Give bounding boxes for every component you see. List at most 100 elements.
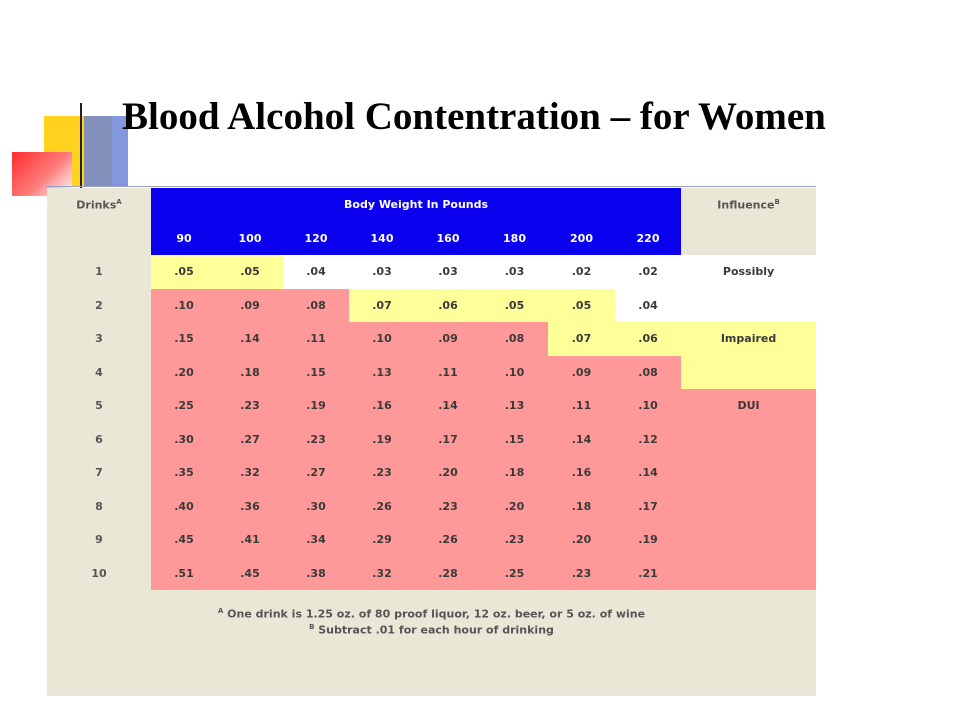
bac-value-cell: .23: [217, 389, 283, 423]
footnote-b-text: Subtract .01 for each hour of drinking: [318, 623, 554, 637]
influence-cell: [681, 523, 817, 557]
weights-row: 90 100 120 140 160 180 200 220: [47, 221, 817, 255]
bac-value-cell: .15: [283, 355, 349, 389]
footnote-a: A One drink is 1.25 oz. of 80 proof liqu…: [197, 605, 667, 621]
drinks-count-cell: 8: [47, 489, 151, 523]
bac-value-cell: .11: [548, 389, 615, 423]
data-row: 3.15.14.11.10.09.08.07.06 Impaired: [47, 322, 817, 356]
bac-value-cell: .23: [349, 456, 415, 490]
decor-blue-square: [84, 116, 128, 186]
bac-value-cell: .13: [349, 355, 415, 389]
bac-value-cell: .02: [615, 255, 682, 289]
bac-value-cell: .16: [548, 456, 615, 490]
bac-value-cell: .05: [481, 288, 548, 322]
bac-value-cell: .07: [349, 288, 415, 322]
influence-header-superscript: B: [774, 197, 780, 206]
data-row: 6.30.27.23.19.17.15.14.12: [47, 422, 817, 456]
footnote-b-superscript: B: [309, 622, 315, 631]
bac-value-cell: .04: [283, 255, 349, 289]
drinks-count-cell: 3: [47, 322, 151, 356]
slide-title: Blood Alcohol Contentration – for Women: [122, 95, 826, 138]
bac-table: DrinksA Body Weight In Pounds InfluenceB…: [47, 188, 817, 590]
influence-header: InfluenceB: [681, 188, 817, 222]
influence-cell: [681, 355, 817, 389]
bac-value-cell: .12: [615, 422, 682, 456]
weight-header-cell: 100: [217, 221, 283, 255]
bac-value-cell: .41: [217, 523, 283, 557]
bac-value-cell: .10: [151, 288, 217, 322]
data-row: 1.05.05.04.03.03.03.02.02 Possibly: [47, 255, 817, 289]
weight-header-cell: 90: [151, 221, 217, 255]
bac-value-cell: .27: [217, 422, 283, 456]
weight-header-cell: 120: [283, 221, 349, 255]
bac-value-cell: .32: [349, 556, 415, 590]
footnote-b: B Subtract .01 for each hour of drinking: [197, 621, 667, 637]
bac-value-cell: .17: [615, 489, 682, 523]
bac-value-cell: .08: [283, 288, 349, 322]
bac-table-panel: DrinksA Body Weight In Pounds InfluenceB…: [47, 188, 817, 696]
drinks-count-cell: 4: [47, 355, 151, 389]
bac-value-cell: .10: [615, 389, 682, 423]
data-row: 5.25.23.19.16.14.13.11.10 DUI: [47, 389, 817, 423]
bac-value-cell: .20: [415, 456, 481, 490]
bac-value-cell: .06: [615, 322, 682, 356]
weight-header-cell: 180: [481, 221, 548, 255]
bac-value-cell: .19: [615, 523, 682, 557]
header-row: DrinksA Body Weight In Pounds InfluenceB: [47, 188, 817, 222]
drinks-count-cell: 2: [47, 288, 151, 322]
decor-vertical-line: [80, 103, 82, 195]
footnote-a-text: One drink is 1.25 oz. of 80 proof liquor…: [227, 607, 646, 621]
bac-value-cell: .16: [349, 389, 415, 423]
bac-value-cell: .32: [217, 456, 283, 490]
bac-value-cell: .19: [283, 389, 349, 423]
bac-value-cell: .15: [151, 322, 217, 356]
bac-value-cell: .25: [481, 556, 548, 590]
drinks-count-cell: 1: [47, 255, 151, 289]
drinks-header-superscript: A: [116, 197, 122, 206]
drinks-count-cell: 6: [47, 422, 151, 456]
bac-value-cell: .30: [283, 489, 349, 523]
bac-value-cell: .06: [415, 288, 481, 322]
bac-value-cell: .07: [548, 322, 615, 356]
bac-value-cell: .23: [283, 422, 349, 456]
bac-value-cell: .09: [217, 288, 283, 322]
bac-value-cell: .27: [283, 456, 349, 490]
bac-value-cell: .09: [415, 322, 481, 356]
bac-value-cell: .08: [481, 322, 548, 356]
bac-value-cell: .14: [548, 422, 615, 456]
influence-header-label: Influence: [717, 198, 775, 212]
influence-cell: Possibly: [681, 255, 817, 289]
bac-value-cell: .29: [349, 523, 415, 557]
influence-cell: [681, 422, 817, 456]
bac-value-cell: .20: [548, 523, 615, 557]
bac-value-cell: .13: [481, 389, 548, 423]
bac-value-cell: .02: [548, 255, 615, 289]
bac-value-cell: .09: [548, 355, 615, 389]
bac-value-cell: .04: [615, 288, 682, 322]
data-row: 9.45.41.34.29.26.23.20.19: [47, 523, 817, 557]
influence-cell: [681, 456, 817, 490]
influence-cell: DUI: [681, 389, 817, 423]
data-row: 4.20.18.15.13.11.10.09.08: [47, 355, 817, 389]
bac-value-cell: .23: [415, 489, 481, 523]
data-row: 7.35.32.27.23.20.18.16.14: [47, 456, 817, 490]
drinks-header-label: Drinks: [76, 198, 117, 212]
drinks-header: DrinksA: [47, 188, 151, 222]
influence-cell: [681, 288, 817, 322]
bac-value-cell: .11: [283, 322, 349, 356]
bac-value-cell: .10: [349, 322, 415, 356]
bac-value-cell: .40: [151, 489, 217, 523]
drinks-count-cell: 7: [47, 456, 151, 490]
bac-value-cell: .18: [548, 489, 615, 523]
bac-value-cell: .35: [151, 456, 217, 490]
drinks-count-cell: 10: [47, 556, 151, 590]
bac-value-cell: .23: [481, 523, 548, 557]
bac-value-cell: .14: [615, 456, 682, 490]
drinks-count-cell: 5: [47, 389, 151, 423]
bac-value-cell: .14: [415, 389, 481, 423]
influence-cell: [681, 556, 817, 590]
bac-value-cell: .19: [349, 422, 415, 456]
bac-value-cell: .26: [415, 523, 481, 557]
data-row: 10.51.45.38.32.28.25.23.21: [47, 556, 817, 590]
bac-value-cell: .18: [481, 456, 548, 490]
